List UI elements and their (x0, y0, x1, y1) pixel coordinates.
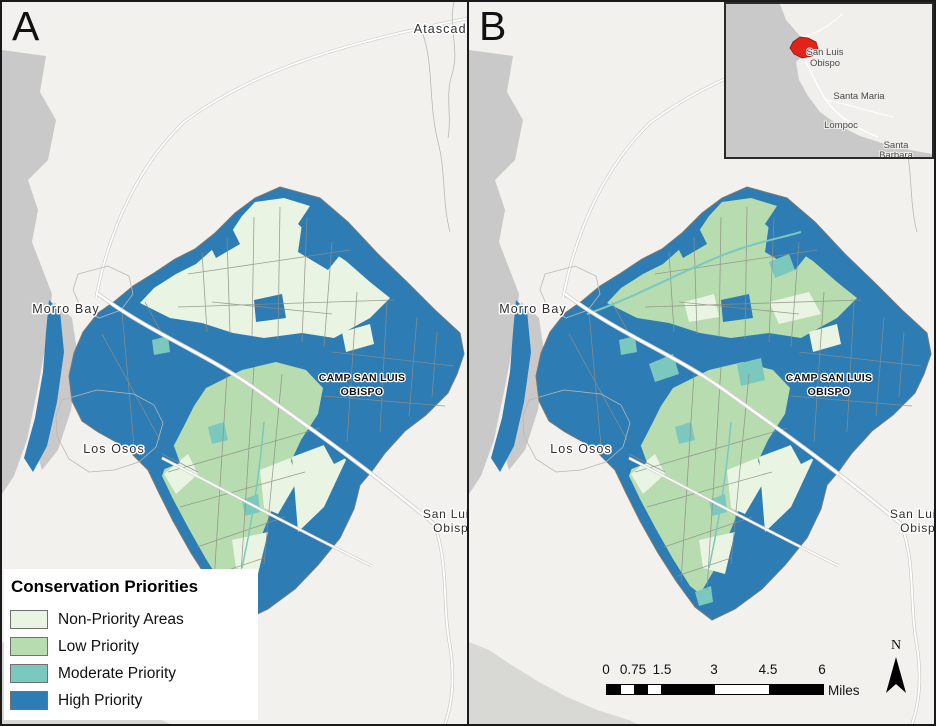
background-roads (94, 2, 467, 299)
scale-bar-ticks: 0 0.75 1.5 3 4.5 6 (602, 662, 866, 680)
ocean (2, 50, 56, 494)
highway-1 (563, 292, 922, 724)
map-a: Morro Bay Los Osos CAMP SAN LUIS OBISPO … (2, 2, 467, 724)
inset-ocean (726, 4, 932, 157)
panel-divider (467, 2, 469, 724)
ocean (469, 50, 523, 494)
los-osos-creek (708, 421, 732, 569)
inset-san-luis-obispo-label-line2: Obispo (810, 58, 840, 69)
inset-san-luis-obispo-label-line1: San Luis (807, 47, 844, 58)
inset-watershed-marker (789, 36, 819, 59)
los-osos-creek (241, 421, 265, 569)
panel-b-letter: B (479, 3, 507, 49)
map-svg: Morro Bay Los Osos CAMP SAN LUIS OBISPO … (469, 2, 934, 724)
morro-bay-label: Morro Bay (32, 302, 100, 316)
san-luis-obispo-label-line2: Obispo (433, 521, 467, 535)
morro-bay-label: Morro Bay (499, 302, 567, 316)
inset-santa-barbara-label-line2: Barbara (879, 150, 914, 157)
san-luis-obispo-label-line1: San Luis (423, 507, 467, 521)
south-priority-region (629, 362, 790, 594)
camp-san-luis-label-line1: CAMP SAN LUIS (319, 372, 406, 384)
legend-item: Moderate Priority (10, 664, 252, 683)
parcel-lines (101, 206, 455, 591)
camp-san-luis-label-line1: CAMP SAN LUIS (786, 372, 873, 384)
urban-area (469, 642, 637, 724)
los-osos-label: Los Osos (550, 442, 612, 456)
sandspit (24, 300, 64, 472)
camp-san-luis-label-line2: OBISPO (341, 386, 384, 398)
inset-roads (795, 13, 895, 138)
south-priority-region (162, 362, 323, 594)
los-osos-label: Los Osos (83, 442, 145, 456)
scale-tick: 3 (710, 662, 718, 677)
scale-bar-segments (606, 684, 824, 695)
legend-item: Non-Priority Areas (10, 610, 252, 629)
sandspit (491, 300, 531, 472)
north-arrow-label: N (890, 638, 902, 653)
san-luis-obispo-label-line1: San Luis (890, 507, 934, 521)
legend-label: Low Priority (58, 637, 139, 655)
atascadero-label: Atascadero (414, 22, 467, 36)
legend-item: High Priority (10, 691, 252, 710)
los-osos-town (522, 389, 631, 473)
map-b: Morro Bay Los Osos CAMP SAN LUIS OBISPO … (469, 2, 934, 724)
panel-a: Morro Bay Los Osos CAMP SAN LUIS OBISPO … (2, 2, 467, 724)
map-svg: Morro Bay Los Osos CAMP SAN LUIS OBISPO … (2, 2, 467, 724)
inset-svg: San Luis Obispo Santa Maria Lompoc Santa… (726, 4, 932, 157)
scale-tick: 0.75 (619, 662, 647, 677)
parcel-lines (568, 206, 922, 591)
inset-lompoc-label: Lompoc (824, 120, 858, 131)
panel-b: Morro Bay Los Osos CAMP SAN LUIS OBISPO … (469, 2, 934, 724)
highway-1 (96, 292, 455, 724)
legend-swatch-high-priority (10, 691, 48, 710)
north-arrow-icon (886, 657, 906, 693)
inset-santa-barbara-label-line1: Santa (884, 140, 910, 151)
locator-inset-map: San Luis Obispo Santa Maria Lompoc Santa… (724, 2, 934, 159)
legend-title: Conservation Priorities (11, 577, 199, 596)
legend-swatch-low-priority (10, 637, 48, 656)
panel-a-letter: A (12, 3, 40, 49)
legend-label: High Priority (58, 691, 143, 709)
priority-patches (619, 224, 841, 606)
camp-san-luis-label-line2: OBISPO (808, 386, 851, 398)
chorro-creek (586, 231, 802, 315)
legend-label: Moderate Priority (58, 664, 177, 682)
legend-label: Non-Priority Areas (58, 610, 184, 628)
los-osos-town (55, 389, 164, 473)
legend: Conservation Priorities Non-Priority Are… (4, 569, 258, 720)
north-arrow: N (882, 638, 910, 700)
san-luis-obispo-label-line2: Obispo (900, 521, 934, 535)
scale-tick: 6 (818, 662, 826, 677)
scale-bar: 0 0.75 1.5 3 4.5 6 Miles (602, 662, 866, 708)
legend-swatch-non-priority (10, 610, 48, 629)
scale-tick: 4.5 (758, 662, 778, 677)
scale-tick: 1.5 (652, 662, 672, 677)
scale-bar-unit: Miles (828, 683, 860, 698)
inset-santa-maria-label: Santa Maria (833, 91, 885, 102)
legend-swatch-moderate-priority (10, 664, 48, 683)
scale-tick: 0 (602, 662, 610, 677)
legend-item: Low Priority (10, 637, 252, 656)
priority-patches (152, 224, 374, 606)
